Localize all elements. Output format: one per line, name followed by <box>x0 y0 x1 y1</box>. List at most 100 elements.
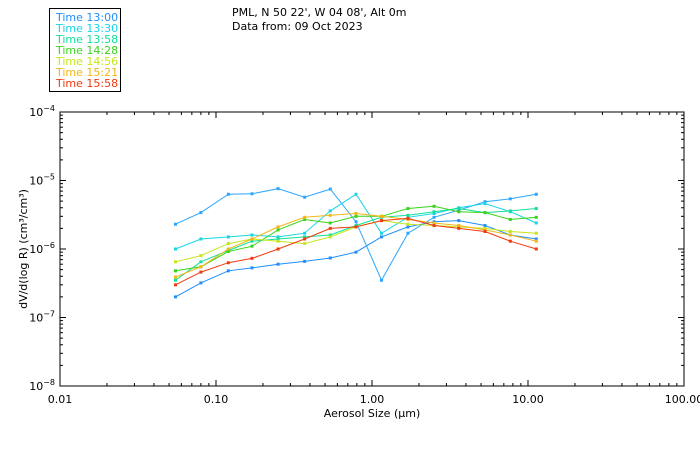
data-point <box>432 204 436 208</box>
data-point <box>173 247 177 251</box>
data-point <box>379 231 383 235</box>
legend-entry: Time 13:00 <box>56 11 119 24</box>
data-point <box>534 215 538 219</box>
x-tick-label: 100.00 <box>665 393 700 406</box>
data-point <box>328 213 332 217</box>
data-point <box>173 269 177 273</box>
data-point <box>250 237 254 241</box>
data-point <box>173 275 177 279</box>
data-point <box>250 239 254 243</box>
legend: Time 13:00 Time 13:30 Time 13:58 Time 14… <box>49 8 121 92</box>
x-tick-label: 0.01 <box>48 393 73 406</box>
data-point <box>534 247 538 251</box>
data-point <box>303 242 307 246</box>
data-point <box>276 228 280 232</box>
data-point <box>457 207 461 211</box>
data-point <box>354 220 358 224</box>
data-point <box>354 214 358 218</box>
data-point <box>328 226 332 230</box>
data-point <box>508 197 512 201</box>
data-point <box>483 211 487 215</box>
data-point <box>303 195 307 199</box>
data-point <box>250 266 254 270</box>
data-point <box>379 235 383 239</box>
data-point <box>276 187 280 191</box>
data-point <box>276 237 280 241</box>
data-point <box>457 208 461 212</box>
data-point <box>226 192 230 196</box>
y-axis-title: dV/d(log R) (cm³/cm³) <box>17 189 30 309</box>
data-point <box>406 222 410 226</box>
legend-entry: Time 14:56 <box>56 55 119 68</box>
data-point <box>432 224 436 228</box>
data-point <box>276 225 280 229</box>
data-point <box>483 228 487 232</box>
data-point <box>457 219 461 223</box>
data-point <box>226 261 230 265</box>
plot-frame <box>59 111 685 387</box>
y-tick-label: 10−5 <box>29 173 55 188</box>
data-point <box>534 239 538 243</box>
data-point <box>199 254 203 258</box>
data-point <box>534 231 538 235</box>
y-tick-label: 10−8 <box>29 378 55 393</box>
data-point <box>432 215 436 219</box>
data-point <box>173 222 177 226</box>
data-point <box>534 192 538 196</box>
data-point <box>226 235 230 239</box>
data-point <box>226 269 230 273</box>
data-point <box>173 283 177 287</box>
data-point <box>354 225 358 229</box>
series-line <box>175 188 537 282</box>
data-point <box>508 233 512 237</box>
data-point <box>457 226 461 230</box>
data-point <box>534 237 538 241</box>
data-point <box>303 235 307 239</box>
data-point <box>508 230 512 234</box>
data-point <box>328 209 332 213</box>
legend-entry: Time 14:28 <box>56 44 119 57</box>
data-point <box>328 235 332 239</box>
data-point <box>276 262 280 266</box>
data-point <box>173 295 177 299</box>
y-tick-label: 10−4 <box>29 104 55 119</box>
data-point <box>483 224 487 228</box>
data-point <box>432 211 436 215</box>
x-tick-label: 10.00 <box>512 393 544 406</box>
data-point <box>303 217 307 221</box>
data-point <box>432 221 436 225</box>
y-tick-label: 10−7 <box>29 310 55 325</box>
series-line <box>175 220 537 298</box>
y-tick-label: 10−6 <box>29 241 55 256</box>
data-point <box>457 210 461 214</box>
data-point <box>379 214 383 218</box>
x-tick-label: 0.10 <box>204 393 229 406</box>
date-header: Data from: 09 Oct 2023 <box>232 20 363 33</box>
data-point <box>250 192 254 196</box>
data-point <box>199 270 203 274</box>
data-point <box>534 221 538 225</box>
data-point <box>379 278 383 282</box>
data-point <box>226 247 230 251</box>
legend-entry: Time 15:58 <box>56 77 119 90</box>
data-point <box>250 256 254 260</box>
data-point <box>406 207 410 211</box>
data-point <box>483 202 487 206</box>
data-point <box>534 207 538 211</box>
legend-entry: Time 13:30 <box>56 22 119 35</box>
legend-entry: Time 13:58 <box>56 33 119 46</box>
data-point <box>303 215 307 219</box>
data-point <box>508 239 512 243</box>
data-point <box>354 211 358 215</box>
data-point <box>199 211 203 215</box>
data-point <box>226 242 230 246</box>
legend-entry: Time 15:21 <box>56 66 119 79</box>
data-point <box>328 256 332 260</box>
data-point <box>250 244 254 248</box>
data-point <box>199 281 203 285</box>
data-point <box>303 237 307 241</box>
data-point <box>508 217 512 221</box>
data-point <box>250 233 254 237</box>
data-point <box>406 225 410 229</box>
data-point <box>457 224 461 228</box>
